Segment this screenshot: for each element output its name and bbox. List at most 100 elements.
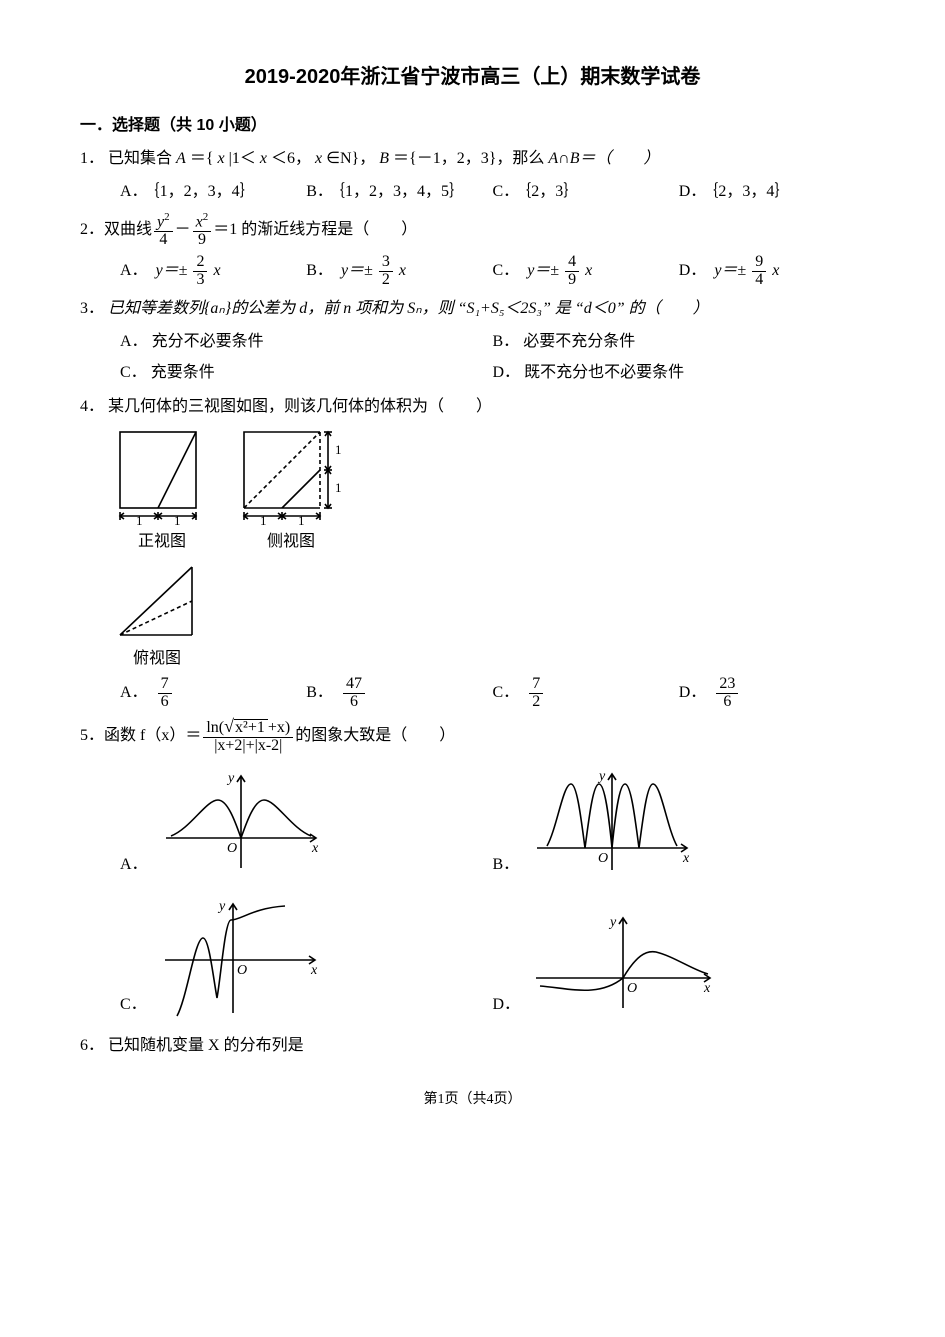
q5-number: 5．: [80, 722, 104, 749]
q4-C-den: 2: [529, 694, 543, 711]
label-D: D．: [493, 364, 521, 381]
q2-opt-B: B． y＝± 32 x: [306, 254, 492, 289]
q5-graph-D: D． O x y: [493, 898, 866, 1018]
label-D: D．: [679, 262, 707, 279]
gA-y: y: [226, 771, 235, 786]
q5-D-label: D．: [493, 991, 521, 1018]
q3-D-text: 既不充分也不必要条件: [524, 364, 684, 381]
gC-x: x: [310, 963, 318, 978]
label-A: A．: [120, 183, 148, 200]
q1-t5: ＝{－1，2，3}，那么: [393, 150, 548, 167]
q1-x3: x: [315, 150, 322, 167]
gB-O: O: [598, 851, 608, 866]
q2-A-pre: y＝±: [156, 262, 188, 279]
q2-f2s: 2: [203, 211, 209, 223]
q4-B-frac: 476: [341, 676, 367, 711]
q1-opt-C: C．｛2，3｝: [493, 178, 679, 205]
question-3: 3． 已知等差数列{aₙ}的公差为 d，前 n 项和为 Sₙ，则 “S₁+S₅＜…: [80, 295, 865, 389]
q3-text: 已知等差数列{aₙ}的公差为 d，前 n 项和为 Sₙ，则 “S₁+S₅＜2S₃…: [108, 300, 709, 317]
q3-A-text: 充分不必要条件: [152, 333, 264, 350]
q2-B-post: x: [399, 262, 406, 279]
label-B: B．: [306, 684, 333, 701]
gD-O: O: [627, 981, 637, 996]
q2-A-den: 3: [193, 272, 207, 289]
q2-options: A． y＝± 23 x B． y＝± 32 x C． y＝± 49 x D． y…: [120, 252, 865, 291]
q1-x2: x: [260, 150, 267, 167]
q3-opt-B: B．必要不充分条件: [493, 328, 866, 355]
gA-x: x: [311, 841, 319, 856]
section-heading: 一．选择题（共 10 小题）: [80, 112, 865, 139]
q2-post: ＝1 的渐近线方程是（ ）: [213, 216, 417, 243]
q2-C-post: x: [585, 262, 592, 279]
dim-1c: 1: [335, 442, 342, 457]
q4-text: 某几何体的三视图如图，则该几何体的体积为（ ）: [108, 398, 492, 415]
q5-C-label: C．: [120, 991, 147, 1018]
q1-t2: |1＜: [229, 150, 256, 167]
q5-graph-A: A． O x y: [120, 768, 493, 878]
q4-side-view: 1 1 1 1 侧视图: [236, 426, 346, 555]
dim-1b: 1: [174, 513, 181, 526]
q2-frac2: x2 9: [191, 212, 214, 249]
q4-opt-C: C． 72: [493, 676, 679, 711]
gC-O: O: [237, 963, 247, 978]
q1-D-text: ｛2，3，4｝: [710, 183, 790, 200]
q2-C-pre: y＝±: [527, 262, 559, 279]
q2-A-post: x: [213, 262, 220, 279]
q2-opt-C: C． y＝± 49 x: [493, 254, 679, 289]
q4-front-view: 1 1 正视图: [112, 426, 212, 555]
q1-B: B: [379, 150, 389, 167]
q1-B-text: ｛1，2，3，4，5｝: [337, 183, 465, 200]
q1-t4: ∈N}，: [326, 150, 375, 167]
q4-options: A． 76 B． 476 C． 72 D． 236: [120, 674, 865, 713]
label-C: C．: [493, 183, 520, 200]
q1-A: A: [176, 150, 186, 167]
q2-opt-D: D． y＝± 94 x: [679, 254, 865, 289]
q1-t3: ＜6，: [271, 150, 311, 167]
q1-t1: ＝{: [190, 150, 214, 167]
q4-stem: 4． 某几何体的三视图如图，则该几何体的体积为（ ）: [80, 393, 865, 420]
question-6: 6． 已知随机变量 X 的分布列是: [80, 1032, 865, 1059]
label-D: D．: [679, 684, 707, 701]
q2-D-frac: 94: [750, 254, 768, 289]
q2-B-frac: 32: [377, 254, 395, 289]
q2-D-num: 9: [752, 254, 766, 272]
q3-opt-C: C．充要条件: [120, 359, 493, 386]
q1-opt-A: A．｛1，2，3，4｝: [120, 178, 306, 205]
q4-number: 4．: [80, 398, 104, 415]
q2-A-num: 2: [193, 254, 207, 272]
q6-text: 已知随机变量 X 的分布列是: [108, 1037, 304, 1054]
gD-y: y: [608, 915, 617, 930]
side-view-svg: 1 1 1 1: [236, 426, 346, 526]
q1-number: 1．: [80, 150, 104, 167]
label-D: D．: [679, 183, 707, 200]
q2-B-pre: y＝±: [341, 262, 373, 279]
label-C: C．: [493, 262, 520, 279]
q1-end: A∩B＝（ ）: [548, 150, 659, 167]
q3-number: 3．: [80, 300, 104, 317]
top-view-svg: [112, 561, 202, 643]
q3-opt-D: D．既不充分也不必要条件: [493, 359, 866, 386]
q2-pre: 双曲线: [104, 216, 152, 243]
page-footer: 第1页（共4页）: [80, 1088, 865, 1112]
label-A: A．: [120, 684, 148, 701]
dim-1a: 1: [136, 513, 143, 526]
q4-opt-A: A． 76: [120, 676, 306, 711]
q4-A-den: 6: [158, 694, 172, 711]
q2-B-num: 3: [379, 254, 393, 272]
q4-C-frac: 72: [527, 676, 545, 711]
q3-options: A．充分不必要条件 B．必要不充分条件 C．充要条件 D．既不充分也不必要条件: [120, 326, 865, 388]
q2-f1d: 4: [154, 232, 173, 249]
gD-x: x: [703, 981, 711, 996]
q2-f1s: 2: [164, 211, 170, 223]
q2-C-frac: 49: [563, 254, 581, 289]
q3-stem: 3． 已知等差数列{aₙ}的公差为 d，前 n 项和为 Sₙ，则 “S₁+S₅＜…: [80, 295, 865, 322]
graph-D-svg: O x y: [528, 908, 718, 1018]
q2-D-den: 4: [752, 272, 766, 289]
q5-den: |x+2|+|x-2|: [203, 738, 293, 755]
q5-plusx: +x): [268, 719, 290, 736]
q4-B-den: 6: [343, 694, 365, 711]
q5-graph-C: C． O x y: [120, 898, 493, 1018]
gB-y: y: [597, 769, 606, 784]
label-C: C．: [493, 684, 520, 701]
q5-A-label: A．: [120, 851, 148, 878]
